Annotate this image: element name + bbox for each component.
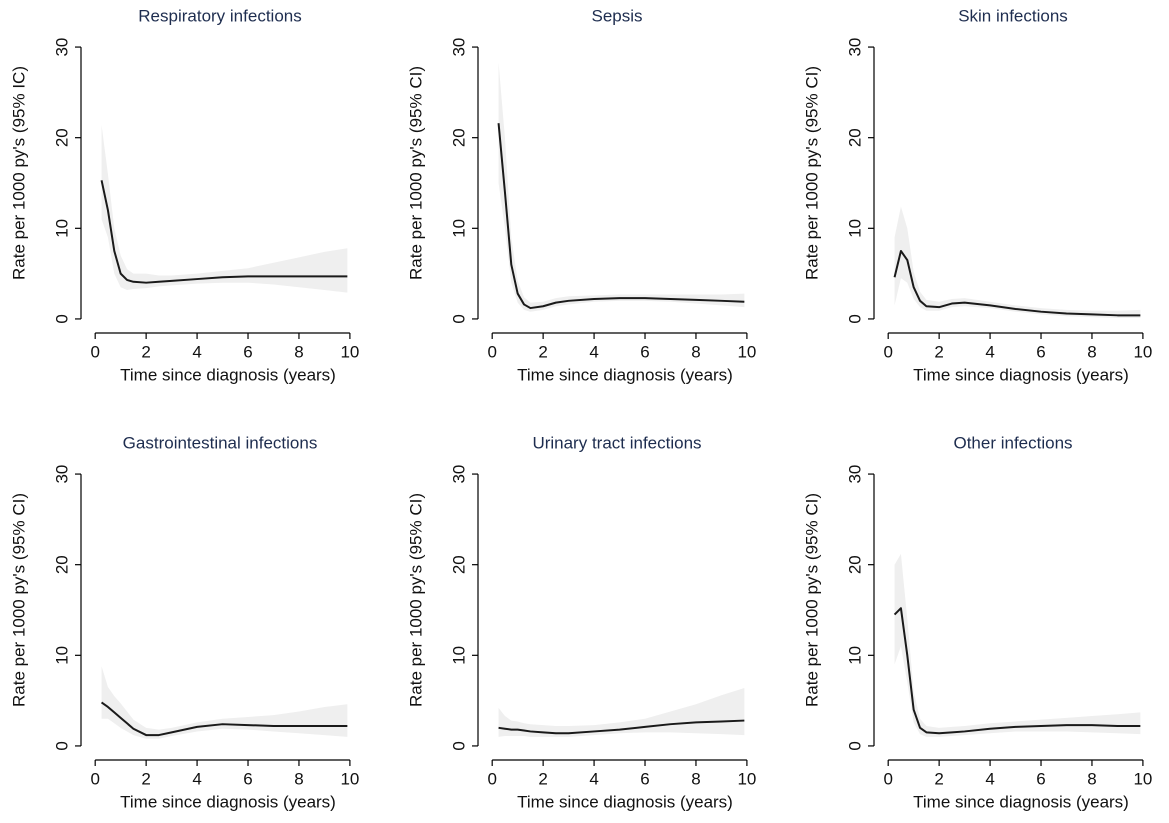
y-tick-label: 20 <box>845 128 864 147</box>
x-tick-label: 2 <box>141 769 150 788</box>
x-tick-label: 0 <box>883 342 892 361</box>
confidence-band <box>894 206 1141 319</box>
x-tick-label: 2 <box>538 769 547 788</box>
panel-title: Gastrointestinal infections <box>123 433 318 452</box>
y-tick-label: 10 <box>52 646 71 665</box>
x-tick-label: 6 <box>1036 769 1045 788</box>
y-tick-label: 30 <box>449 465 468 484</box>
x-tick-label: 10 <box>340 769 359 788</box>
y-tick-label: 20 <box>449 128 468 147</box>
x-tick-label: 6 <box>1036 342 1045 361</box>
x-axis-label: Time since diagnosis (years) <box>913 792 1129 811</box>
x-tick-label: 0 <box>883 769 892 788</box>
x-tick-label: 6 <box>640 769 649 788</box>
y-axis-label: Rate per 1000 py's (95% IC) <box>9 66 28 280</box>
y-tick-label: 10 <box>449 219 468 238</box>
x-tick-label: 10 <box>340 342 359 361</box>
y-tick-label: 20 <box>52 555 71 574</box>
x-tick-label: 8 <box>1087 769 1096 788</box>
y-tick-label: 0 <box>52 741 71 750</box>
x-tick-label: 8 <box>691 769 700 788</box>
y-tick-label: 10 <box>52 219 71 238</box>
x-tick-label: 4 <box>589 769 598 788</box>
y-tick-label: 30 <box>845 465 864 484</box>
rate-line <box>100 180 348 284</box>
panel-title: Sepsis <box>591 6 642 25</box>
x-axis-label: Time since diagnosis (years) <box>120 792 336 811</box>
x-tick-label: 8 <box>691 342 700 361</box>
x-tick-label: 4 <box>985 342 994 361</box>
y-axis-label: Rate per 1000 py's (95% CI) <box>9 493 28 707</box>
rate-line <box>893 607 1141 735</box>
rate-line <box>100 701 348 737</box>
x-tick-label: 10 <box>1133 342 1152 361</box>
y-tick-label: 30 <box>52 465 71 484</box>
x-tick-label: 0 <box>90 769 99 788</box>
x-axis-label: Time since diagnosis (years) <box>517 365 733 384</box>
confidence-band <box>894 553 1141 737</box>
y-tick-label: 10 <box>845 646 864 665</box>
panel-title: Respiratory infections <box>138 6 301 25</box>
x-tick-label: 6 <box>243 769 252 788</box>
y-axis-label: Rate per 1000 py's (95% CI) <box>802 493 821 707</box>
rate-line <box>497 123 745 310</box>
y-tick-label: 20 <box>52 128 71 147</box>
y-tick-label: 30 <box>449 38 468 57</box>
y-tick-label: 0 <box>845 314 864 323</box>
confidence-band <box>101 125 348 293</box>
x-tick-label: 8 <box>294 769 303 788</box>
y-tick-label: 30 <box>845 38 864 57</box>
panel-title: Other infections <box>953 433 1072 452</box>
x-tick-label: 8 <box>1087 342 1096 361</box>
x-tick-label: 4 <box>589 342 598 361</box>
x-axis-label: Time since diagnosis (years) <box>913 365 1129 384</box>
rate-line <box>893 249 1141 317</box>
x-tick-label: 0 <box>487 342 496 361</box>
y-tick-label: 0 <box>449 314 468 323</box>
y-tick-label: 10 <box>449 646 468 665</box>
x-tick-label: 2 <box>141 342 150 361</box>
y-axis-label: Rate per 1000 py's (95% CI) <box>406 493 425 707</box>
x-axis-label: Time since diagnosis (years) <box>120 365 336 384</box>
x-tick-label: 2 <box>934 769 943 788</box>
x-tick-label: 2 <box>538 342 547 361</box>
y-tick-label: 0 <box>845 741 864 750</box>
x-tick-label: 10 <box>737 342 756 361</box>
x-tick-label: 4 <box>985 769 994 788</box>
y-tick-label: 10 <box>845 219 864 238</box>
panel-title: Urinary tract infections <box>532 433 701 452</box>
y-tick-label: 20 <box>845 555 864 574</box>
x-tick-label: 0 <box>487 769 496 788</box>
y-tick-label: 0 <box>449 741 468 750</box>
y-tick-label: 0 <box>52 314 71 323</box>
x-tick-label: 2 <box>934 342 943 361</box>
y-tick-label: 30 <box>52 38 71 57</box>
panel: Gastrointestinal infections 0 10 20 30 0 2 4 6 8 1… <box>9 433 359 811</box>
y-tick-label: 20 <box>449 555 468 574</box>
x-tick-label: 0 <box>90 342 99 361</box>
x-tick-label: 6 <box>243 342 252 361</box>
x-tick-label: 10 <box>1133 769 1152 788</box>
rate-line <box>498 719 745 735</box>
x-tick-label: 4 <box>192 769 201 788</box>
y-axis-label: Rate per 1000 py's (95% CI) <box>406 66 425 280</box>
x-tick-label: 8 <box>294 342 303 361</box>
x-tick-label: 4 <box>192 342 201 361</box>
x-tick-label: 6 <box>640 342 649 361</box>
y-axis-label: Rate per 1000 py's (95% CI) <box>802 66 821 280</box>
confidence-band <box>498 687 745 737</box>
x-axis-label: Time since diagnosis (years) <box>517 792 733 811</box>
confidence-band <box>498 62 745 312</box>
confidence-band <box>101 666 348 739</box>
x-tick-label: 10 <box>737 769 756 788</box>
panel-title: Skin infections <box>958 6 1068 25</box>
